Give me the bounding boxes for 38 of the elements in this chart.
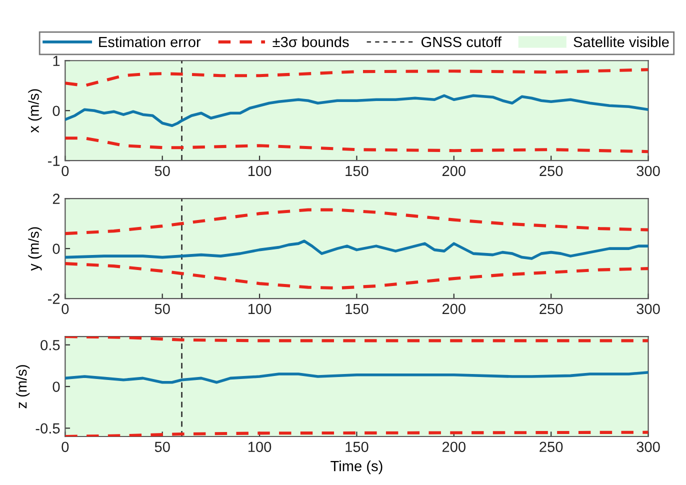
y-tick-label: 2 — [52, 194, 60, 204]
y-tick-label: 0 — [52, 106, 60, 116]
x-tick-label: 100 — [248, 304, 272, 314]
x-tick-label: 0 — [62, 166, 69, 176]
y-tick-label: 1 — [53, 56, 60, 66]
legend-label: ±3σ bounds — [272, 36, 349, 48]
y-tick-label: -2 — [48, 294, 60, 304]
x-tick-label: 150 — [346, 166, 368, 176]
y-axis-title: y (m/s) — [28, 227, 42, 271]
x-tick-label: 150 — [346, 442, 368, 452]
y-axis-title: x (m/s) — [28, 89, 42, 133]
y-tick-label: -1 — [48, 156, 60, 166]
x-tick-label: 100 — [248, 442, 272, 452]
y-tick-label: 0 — [52, 382, 60, 392]
legend-label: Satellite visible — [574, 36, 669, 48]
y-tick-label: 0 — [52, 244, 60, 254]
legend-label: GNSS cutoff — [422, 36, 502, 48]
x-tick-label: 50 — [154, 166, 170, 176]
x-tick-label: 50 — [154, 442, 170, 452]
x-tick-label: 0 — [62, 442, 69, 452]
x-tick-label: 0 — [62, 304, 69, 314]
x-tick-label: 250 — [540, 304, 563, 314]
legend-label: Estimation error — [99, 36, 201, 48]
x-tick-label: 150 — [346, 304, 368, 314]
y-axis-title: z (m/s) — [16, 365, 30, 408]
x-tick-label: 200 — [442, 166, 466, 176]
x-tick-label: 300 — [636, 442, 660, 452]
y-tick-label: -0.5 — [36, 423, 60, 434]
x-tick-label: 250 — [540, 166, 563, 176]
x-tick-label: 250 — [540, 442, 563, 452]
y-tick-label: 0.5 — [40, 340, 60, 350]
x-tick-label: 300 — [636, 166, 660, 176]
x-tick-label: 200 — [442, 304, 466, 314]
x-tick-label: 100 — [248, 166, 272, 176]
x-axis-title: Time (s) — [330, 460, 382, 474]
x-tick-label: 300 — [636, 304, 660, 314]
x-tick-label: 50 — [154, 304, 170, 314]
x-tick-label: 200 — [442, 442, 466, 452]
